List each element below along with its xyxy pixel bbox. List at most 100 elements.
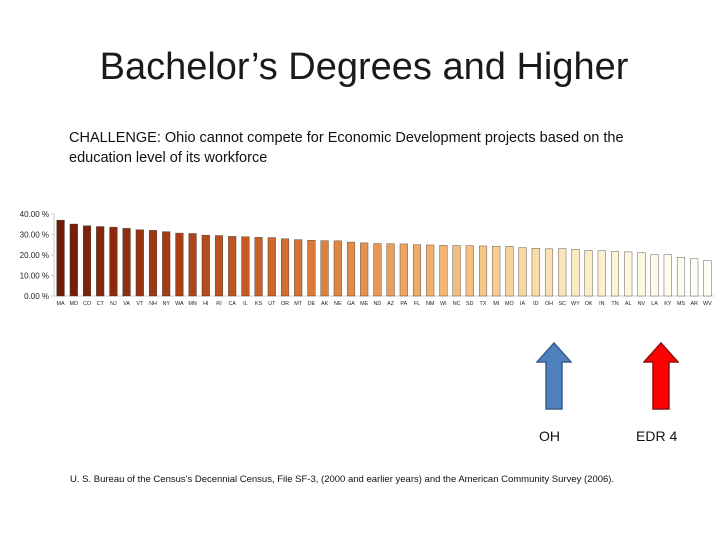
bar-il xyxy=(241,236,250,297)
bar-ok xyxy=(584,250,593,297)
x-tick-label-or: OR xyxy=(281,301,289,307)
x-tick-label-nh: NH xyxy=(149,301,157,307)
x-tick-label-ny: NY xyxy=(162,301,170,307)
bar-tx xyxy=(478,245,488,297)
bar-vt xyxy=(135,229,144,297)
x-tick-label-nv: NV xyxy=(638,301,646,307)
x-tick-label-ma: MA xyxy=(57,301,65,307)
bar-mi xyxy=(492,245,501,297)
x-tick-label-oh: OH xyxy=(545,301,553,307)
x-tick-label-al: AL xyxy=(625,301,632,307)
bar-sd xyxy=(465,245,474,297)
x-tick-label-ky: KY xyxy=(664,301,672,307)
bar-ky xyxy=(663,254,672,297)
bar-ar xyxy=(690,258,699,297)
x-tick-label-wi: WI xyxy=(440,301,447,307)
x-tick-label-nd: ND xyxy=(374,301,382,307)
x-tick-label-wv: WV xyxy=(703,301,712,307)
x-tick-label-va: VA xyxy=(123,301,130,307)
challenge-text: CHALLENGE: Ohio cannot compete for Econo… xyxy=(69,130,624,166)
bar-id xyxy=(531,248,540,297)
x-tick-label-ct: CT xyxy=(97,301,105,307)
x-tick-label-nj: NJ xyxy=(110,301,117,307)
x-tick-label-mi: MI xyxy=(493,301,499,307)
bar-ut xyxy=(267,237,276,297)
x-tick-label-tx: TX xyxy=(480,301,487,307)
bar-in xyxy=(597,250,606,297)
edr4-arrow-icon xyxy=(643,342,679,410)
source-citation: U. S. Bureau of the Census's Decennial C… xyxy=(70,474,615,485)
x-tick-label-ia: IA xyxy=(520,301,525,307)
x-tick-label-sd: SD xyxy=(466,301,474,307)
x-tick-label-vt: VT xyxy=(136,301,144,307)
y-tick-label: 40.00 % xyxy=(20,210,49,219)
bar-nj xyxy=(109,226,118,297)
bar-nm xyxy=(426,244,435,297)
x-tick-label-nc: NC xyxy=(453,301,461,307)
bar-ms xyxy=(676,257,686,297)
bar-va xyxy=(122,228,131,297)
edr4-marker-label: EDR 4 xyxy=(636,428,678,444)
x-tick-label-la: LA xyxy=(651,301,658,307)
bar-mn xyxy=(188,233,197,297)
bar-ct xyxy=(96,226,105,297)
bar-ga xyxy=(346,241,356,297)
bar-sc xyxy=(558,248,567,297)
bar-ma xyxy=(56,219,65,297)
bar-ia xyxy=(518,247,527,297)
x-tick-label-nm: NM xyxy=(426,301,435,307)
bar-nc xyxy=(452,245,461,297)
x-tick-label-fl: FL xyxy=(414,301,420,307)
y-tick-label: 0.00 % xyxy=(24,292,49,301)
bar-mt xyxy=(294,239,303,297)
x-tick-label-ak: AK xyxy=(321,301,329,307)
x-tick-label-md: MD xyxy=(70,301,78,307)
bar-hi xyxy=(201,234,210,297)
x-tick-label-wy: WY xyxy=(571,301,580,307)
x-tick-label-mt: MT xyxy=(294,301,302,307)
oh-marker-label: OH xyxy=(539,428,560,444)
x-tick-label-me: ME xyxy=(360,301,368,307)
bar-pa xyxy=(399,243,408,297)
bar-ny xyxy=(162,231,171,297)
y-tick-label: 10.00 % xyxy=(20,271,49,280)
x-tick-label-co: CO xyxy=(83,301,91,307)
bar-wy xyxy=(571,249,580,297)
bar-ca xyxy=(228,236,237,297)
bar-nv xyxy=(637,252,646,297)
x-tick-label-in: IN xyxy=(599,301,604,307)
bar-chart: 0.00 % 10.00 % 20.00 % 30.00 % 40.00 % MA MD CO… xyxy=(20,210,714,307)
bar-oh xyxy=(544,248,554,297)
x-tick-label-az: AZ xyxy=(387,301,395,307)
x-tick-label-ms: MS xyxy=(677,301,685,307)
bar-mo xyxy=(505,246,514,297)
x-tick-label-ks: KS xyxy=(255,301,263,307)
x-tick-label-hi: HI xyxy=(203,301,208,307)
x-tick-label-ar: AR xyxy=(690,301,698,307)
bar-ri xyxy=(214,235,224,297)
bar-me xyxy=(360,242,369,297)
bar-de xyxy=(307,240,316,297)
bar-fl xyxy=(412,244,422,297)
bar-tn xyxy=(610,251,620,297)
x-tick-label-ne: NE xyxy=(334,301,342,307)
x-tick-label-wa: WA xyxy=(175,301,184,307)
bar-az xyxy=(386,243,395,297)
bar-wa xyxy=(175,232,184,297)
x-tick-label-ca: CA xyxy=(228,301,236,307)
bar-ne xyxy=(333,240,342,297)
bar-or xyxy=(280,238,290,297)
oh-arrow-icon xyxy=(536,342,572,410)
bar-md xyxy=(69,223,78,297)
bar-ak xyxy=(320,240,329,297)
x-tick-label-mo: MO xyxy=(505,301,514,307)
x-tick-label-id: ID xyxy=(533,301,538,307)
x-tick-label-il: IL xyxy=(243,301,248,307)
bar-nh xyxy=(148,230,158,297)
x-tick-label-ok: OK xyxy=(585,301,593,307)
x-tick-label-pa: PA xyxy=(400,301,407,307)
x-tick-label-sc: SC xyxy=(558,301,566,307)
x-tick-label-ut: UT xyxy=(268,301,276,307)
bar-ks xyxy=(254,237,263,297)
bar-wi xyxy=(439,245,448,297)
